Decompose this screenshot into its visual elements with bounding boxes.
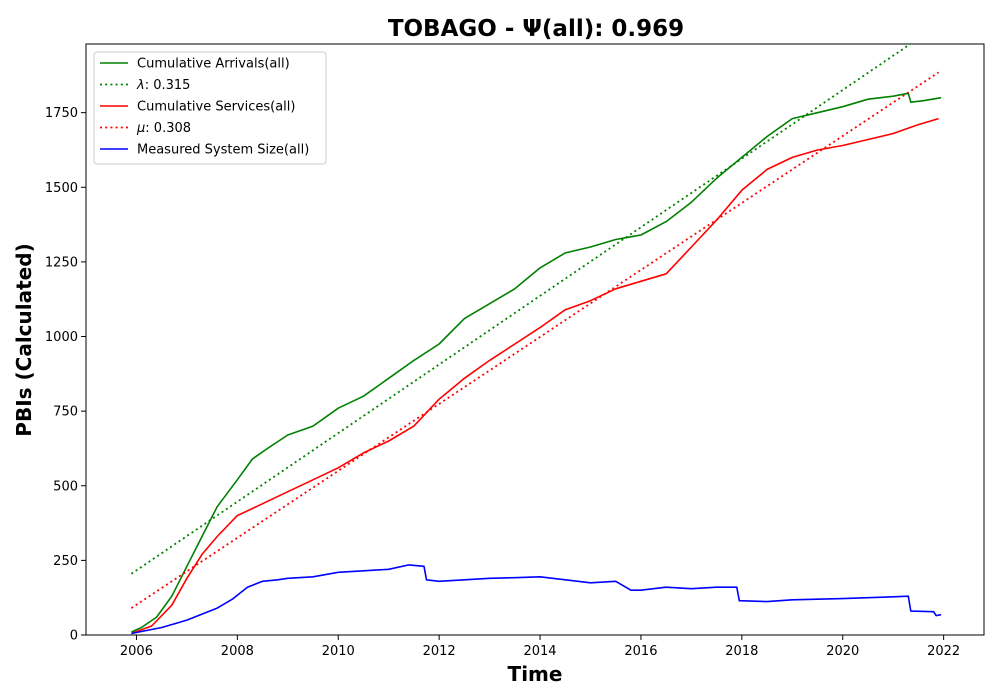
legend-entry-arrivals: Cumulative Arrivals(all) (100, 57, 290, 72)
legend-entry-services: Cumulative Services(all) (100, 100, 295, 115)
legend-label-value: : 0.315 (145, 78, 191, 93)
lambda-fit-line (130, 44, 912, 575)
x-tick-label: 2012 (423, 644, 456, 659)
legend-label: Cumulative Services(all) (137, 100, 295, 115)
legend: Cumulative Arrivals(all) λ: 0.315 Cumulati… (93, 51, 327, 165)
legend-label-symbol: λ (136, 78, 145, 93)
legend-label: λ: 0.315 (136, 78, 190, 93)
system-size-line (131, 564, 942, 635)
legend-label: Cumulative Arrivals(all) (137, 57, 290, 72)
x-tick-label: 2010 (322, 644, 355, 659)
y-tick-label: 0 (70, 629, 78, 644)
y-tick-label: 1500 (45, 181, 78, 196)
x-tick-label: 2022 (927, 644, 960, 659)
y-tick-label: 750 (53, 405, 78, 420)
legend-entry-lambda: λ: 0.315 (100, 78, 190, 93)
x-tick-label: 2020 (826, 644, 859, 659)
y-tick-label: 1250 (45, 255, 78, 270)
legend-entry-system-size: Measured System Size(all) (100, 143, 309, 158)
series-layer (130, 44, 942, 635)
y-tick-label: 250 (53, 554, 78, 569)
legend-label: μ: 0.308 (136, 121, 191, 136)
legend-entry-mu: μ: 0.308 (100, 121, 191, 136)
x-tick-label: 2008 (221, 644, 254, 659)
x-axis-title: Time (508, 662, 563, 686)
legend-label: Measured System Size(all) (137, 143, 309, 158)
cumulative-arrivals-line (131, 92, 942, 633)
legend-box (93, 51, 327, 165)
plot-frame (85, 43, 985, 636)
x-axis-ticks: 2006 2008 2010 2012 2014 2016 2018 2020 2022 (120, 635, 960, 659)
legend-label-value: : 0.308 (145, 121, 191, 136)
y-axis-ticks: 0 250 500 750 1000 1250 1500 1750 (45, 106, 86, 644)
y-tick-label: 500 (53, 479, 78, 494)
legend-label-symbol: μ (136, 121, 145, 136)
y-tick-label: 1750 (45, 106, 78, 121)
cumulative-services-line (131, 117, 939, 635)
x-tick-label: 2006 (120, 644, 153, 659)
x-tick-label: 2016 (624, 644, 657, 659)
y-axis-title: PBIs (Calculated) (12, 243, 36, 436)
y-tick-label: 1000 (45, 330, 78, 345)
mu-fit-line (130, 71, 940, 609)
x-tick-label: 2014 (523, 644, 556, 659)
x-tick-label: 2018 (725, 644, 758, 659)
chart-title: TOBAGO - Ψ(all): 0.969 (388, 16, 684, 42)
